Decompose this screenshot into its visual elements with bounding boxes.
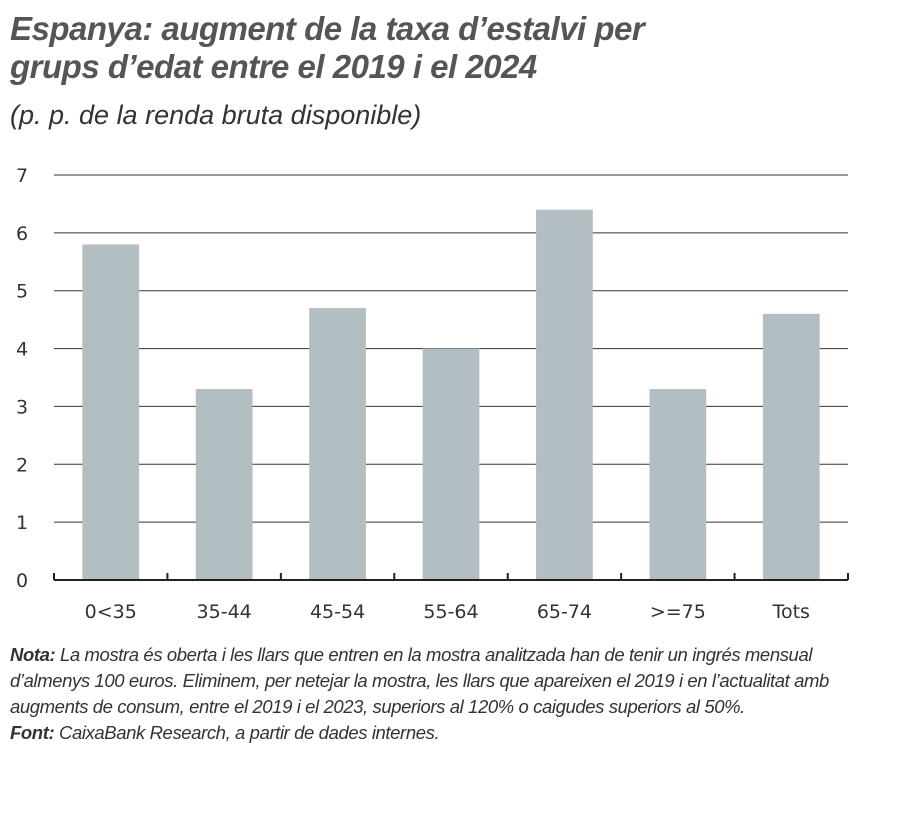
y-tick-label: 2 — [16, 454, 28, 476]
bar-0<35 — [82, 244, 140, 580]
chart-subtitle: (p. p. de la renda bruta disponible) — [10, 100, 422, 130]
bar-65-74 — [536, 209, 593, 580]
bar-45-54 — [309, 308, 366, 580]
nota-text: La mostra és oberta i les llars que entr… — [10, 644, 829, 717]
y-tick-label: 6 — [16, 223, 28, 245]
y-tick-label: 1 — [16, 512, 28, 534]
source-label: Font: — [10, 722, 55, 743]
x-tick-label: 0<35 — [85, 601, 137, 623]
bar-35-44 — [195, 389, 253, 580]
x-tick-label: 65-74 — [537, 601, 592, 623]
x-tick-label: 55-64 — [423, 601, 478, 623]
y-tick-label: 4 — [16, 339, 28, 361]
source-text: CaixaBank Research, a partir de dades in… — [58, 722, 440, 743]
x-tick-label: 35-44 — [197, 601, 252, 623]
x-tick-label: Tots — [772, 601, 810, 623]
bar-chart: 0 1 2 3 4 5 6 7 0<35 35-44 45-54 55-64 65-74 >=75 Tots — [16, 165, 849, 623]
nota-label: Nota: — [10, 644, 56, 665]
y-tick-label: 0 — [16, 570, 28, 592]
bar-Tots — [762, 313, 820, 580]
bar->=75 — [649, 389, 707, 580]
y-tick-label: 7 — [16, 165, 28, 187]
x-tick-label: 45-54 — [310, 601, 365, 623]
notes: Nota: La mostra és oberta i les llars qu… — [10, 642, 890, 746]
y-tick-label: 5 — [16, 281, 28, 303]
x-tick-label: >=75 — [650, 601, 706, 623]
bar-55-64 — [422, 348, 480, 580]
chart-title: Espanya: augment de la taxa d’estalvi pe… — [10, 10, 645, 85]
y-tick-label: 3 — [16, 396, 28, 418]
